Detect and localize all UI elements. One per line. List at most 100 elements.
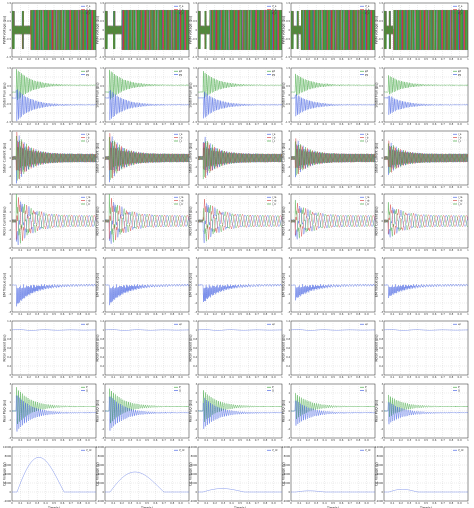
y-tick-label: 6 — [289, 192, 291, 196]
x-tick-label: 0.5 — [145, 248, 149, 252]
y-tick-label: 3 — [103, 256, 105, 260]
x-tick-label: 0.2 — [120, 122, 124, 126]
x-tick-label: 0.8 — [449, 57, 453, 61]
x-tick-label: 0 — [290, 248, 292, 252]
y-axis-label: Rotor Speed (pu) — [189, 334, 193, 361]
legend: ωr — [174, 323, 182, 326]
x-tick-label: 0.9 — [365, 122, 369, 126]
plot-area — [384, 10, 468, 50]
series-line-V_dc — [12, 457, 96, 493]
x-tick-label: 0.7 — [255, 501, 259, 505]
x-tick-label: 0.6 — [153, 312, 157, 316]
x-tick-label: 0.2 — [213, 375, 217, 379]
x-tick-label: 0.5 — [331, 248, 335, 252]
x-tick-label: 1 — [374, 248, 376, 252]
x-tick-label: 0.1 — [18, 438, 22, 442]
x-tick-label: 0.8 — [263, 375, 267, 379]
x-tick-label: 0.6 — [60, 185, 64, 189]
y-tick-label: 2 — [289, 391, 291, 395]
y-tick-label: -2 — [102, 301, 105, 305]
x-tick-label: 0.2 — [399, 122, 403, 126]
x-tick-label: 0.6 — [60, 122, 64, 126]
x-tick-label: 0.7 — [69, 248, 73, 252]
x-tick-label: 0.9 — [272, 122, 276, 126]
y-tick-label: -2 — [195, 165, 198, 169]
x-tick-label: 0.7 — [348, 501, 352, 505]
plot-area — [12, 68, 96, 122]
x-tick-label: 0.2 — [213, 122, 217, 126]
x-tick-label: 0.3 — [128, 185, 132, 189]
x-tick-label: 1 — [188, 375, 190, 379]
x-tick-label: 0.3 — [221, 122, 225, 126]
x-tick-label: 0.3 — [314, 122, 318, 126]
x-tick-label: 0 — [104, 375, 106, 379]
y-axis-label: DC Voltage (V) — [96, 462, 100, 485]
x-tick-label: 1 — [281, 501, 283, 505]
x-tick-label: 1 — [188, 185, 190, 189]
plot-area — [291, 10, 375, 50]
x-tick-label: 0.6 — [339, 312, 343, 316]
x-tick-label: 0.6 — [60, 375, 64, 379]
x-tick-label: 1 — [95, 312, 97, 316]
y-tick-label: -0.5 — [6, 37, 11, 41]
y-tick-label: -1 — [381, 111, 384, 115]
legend-entry: V_a — [458, 5, 463, 8]
x-tick-label: 0.8 — [449, 248, 453, 252]
x-tick-label: 1 — [95, 375, 97, 379]
legend-entry: ωr — [86, 323, 89, 326]
y-tick-label: 1 — [103, 328, 105, 332]
y-tick-label: 6 — [10, 129, 12, 133]
y-tick-label: -6 — [288, 183, 291, 187]
series-line-i_c — [291, 141, 375, 176]
y-tick-label: 4 — [382, 201, 384, 205]
y-tick-label: 1.5 — [379, 66, 383, 70]
y-tick-label: 6 — [103, 129, 105, 133]
legend-entry: i_c — [86, 140, 90, 143]
y-tick-label: -1.5 — [6, 120, 11, 124]
x-tick-label: 0.9 — [365, 185, 369, 189]
y-tick-label: 1.5 — [286, 66, 290, 70]
x-tick-label: 0 — [197, 122, 199, 126]
x-tick-label: 0.5 — [238, 122, 242, 126]
legend-entry: i_b — [86, 136, 90, 139]
y-axis-label: PWM Voltage (pu) — [189, 16, 193, 44]
x-tick-label: 1 — [95, 501, 97, 505]
x-tick-label: 0.3 — [35, 501, 39, 505]
y-tick-label: -2 — [9, 165, 12, 169]
legend-entry: i_b — [179, 136, 183, 139]
y-tick-label: 4 — [10, 201, 12, 205]
x-tick-label: 0.9 — [458, 375, 462, 379]
x-tick-label: 0.8 — [77, 248, 81, 252]
plot-area — [12, 10, 96, 50]
x-tick-label: 0.2 — [306, 438, 310, 442]
x-tick-label: 0 — [197, 185, 199, 189]
legend: PQ — [81, 386, 88, 392]
y-tick-label: 0.5 — [379, 19, 383, 23]
x-tick-label: 0.8 — [263, 57, 267, 61]
x-axis-label: Time(s) — [419, 506, 432, 508]
legend-entry: V_b — [86, 8, 91, 11]
x-tick-label: 0.8 — [77, 438, 81, 442]
x-tick-label: 0.5 — [145, 185, 149, 189]
y-axis-label: Real P&Q (pu) — [189, 400, 193, 422]
y-tick-label: 0.5 — [7, 84, 11, 88]
y-tick-label: 2 — [10, 210, 12, 214]
subplot-stator_flux-case-1: 1.510.50-0.5-1-1.50 0.1 0.2 0.3 0.4 0.5 0.6 0.7… — [3, 66, 98, 126]
y-tick-label: -2000 — [4, 499, 12, 503]
x-tick-label: 1 — [95, 438, 97, 442]
x-tick-label: 0.6 — [339, 248, 343, 252]
x-tick-label: 0.3 — [128, 375, 132, 379]
y-tick-label: 0 — [103, 490, 105, 494]
subplot-stator_flux-case-4: 1.510.50-0.5-1-1.50 0.1 0.2 0.3 0.4 0.5 0.6 0.7… — [282, 66, 377, 126]
y-tick-label: 1 — [196, 400, 198, 404]
y-tick-label: 0 — [382, 219, 384, 223]
y-axis-label: Rotor Speed (pu) — [375, 334, 379, 361]
y-tick-label: -1 — [195, 46, 198, 50]
y-tick-label: 10000 — [96, 445, 105, 449]
x-tick-label: 0.2 — [120, 57, 124, 61]
y-tick-label: -1 — [288, 46, 291, 50]
